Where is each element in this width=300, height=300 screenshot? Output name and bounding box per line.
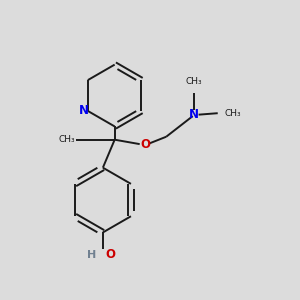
Text: N: N bbox=[80, 104, 89, 118]
Text: CH₃: CH₃ bbox=[58, 135, 75, 144]
Text: CH₃: CH₃ bbox=[224, 109, 241, 118]
Text: CH₃: CH₃ bbox=[186, 77, 202, 86]
Text: O: O bbox=[105, 248, 115, 261]
Text: N: N bbox=[189, 108, 199, 121]
Text: O: O bbox=[140, 138, 150, 151]
Text: H: H bbox=[87, 250, 96, 260]
